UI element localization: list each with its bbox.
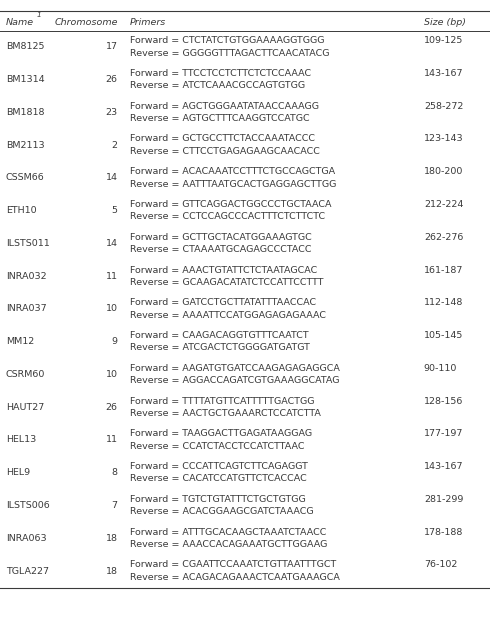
Text: Forward = ATTTGCACAAGCTAAATCTAACC: Forward = ATTTGCACAAGCTAAATCTAACC xyxy=(130,528,326,536)
Text: 212-224: 212-224 xyxy=(424,200,463,209)
Text: 17: 17 xyxy=(106,43,118,51)
Text: 76-102: 76-102 xyxy=(424,561,457,569)
Text: Forward = GATCCTGCTTATATTTAACCAC: Forward = GATCCTGCTTATATTTAACCAC xyxy=(130,298,316,307)
Text: Forward = CCCATTCAGTCTTCAGAGGT: Forward = CCCATTCAGTCTTCAGAGGT xyxy=(130,462,308,471)
Text: Forward = CGAATTCCAAATCTGTTAATTTGCT: Forward = CGAATTCCAAATCTGTTAATTTGCT xyxy=(130,561,336,569)
Text: MM12: MM12 xyxy=(6,337,34,346)
Text: INRA037: INRA037 xyxy=(6,305,47,313)
Text: 109-125: 109-125 xyxy=(424,36,463,45)
Text: Reverse = ACACGGAAGCGATCTAAACG: Reverse = ACACGGAAGCGATCTAAACG xyxy=(130,507,314,516)
Text: Reverse = CTTCCTGAGAGAAGCAACACC: Reverse = CTTCCTGAGAGAAGCAACACC xyxy=(130,147,319,156)
Text: 7: 7 xyxy=(112,501,118,510)
Text: Reverse = CACATCCATGTTCTCACCAC: Reverse = CACATCCATGTTCTCACCAC xyxy=(130,475,307,483)
Text: BM1818: BM1818 xyxy=(6,108,45,117)
Text: Size (bp): Size (bp) xyxy=(424,17,466,27)
Text: 5: 5 xyxy=(112,206,118,215)
Text: Forward = AAACTGTATTCTCTAATAGCAC: Forward = AAACTGTATTCTCTAATAGCAC xyxy=(130,266,317,274)
Text: CSSM66: CSSM66 xyxy=(6,174,45,182)
Text: Reverse = AATTTAATGCACTGAGGAGCTTGG: Reverse = AATTTAATGCACTGAGGAGCTTGG xyxy=(130,180,336,188)
Text: TGLA227: TGLA227 xyxy=(6,567,49,575)
Text: 178-188: 178-188 xyxy=(424,528,463,536)
Text: 258-272: 258-272 xyxy=(424,102,463,111)
Text: Forward = GCTGCCTTCTACCAAATACCC: Forward = GCTGCCTTCTACCAAATACCC xyxy=(130,135,315,143)
Text: 2: 2 xyxy=(112,141,118,150)
Text: 10: 10 xyxy=(106,305,118,313)
Text: Reverse = CCATCTACCTCCATCTTAAC: Reverse = CCATCTACCTCCATCTTAAC xyxy=(130,442,304,451)
Text: Reverse = GCAAGACATATCTCCATTCCTTT: Reverse = GCAAGACATATCTCCATTCCTTT xyxy=(130,278,323,287)
Text: Chromosome: Chromosome xyxy=(55,17,119,27)
Text: Reverse = ATCTCAAACGCCAGTGTGG: Reverse = ATCTCAAACGCCAGTGTGG xyxy=(130,82,305,90)
Text: Reverse = AAAATTCCATGGAGAGAGAAAC: Reverse = AAAATTCCATGGAGAGAGAAAC xyxy=(130,311,326,320)
Text: CSRM60: CSRM60 xyxy=(6,370,45,379)
Text: Forward = AGCTGGGAATATAACCAAAGG: Forward = AGCTGGGAATATAACCAAAGG xyxy=(130,102,319,111)
Text: Reverse = ATCGACTCTGGGGATGATGT: Reverse = ATCGACTCTGGGGATGATGT xyxy=(130,344,310,352)
Text: 1: 1 xyxy=(37,12,42,17)
Text: Forward = CAAGACAGGTGTTTCAATCT: Forward = CAAGACAGGTGTTTCAATCT xyxy=(130,331,309,340)
Text: Reverse = ACAGACAGAAACTCAATGAAAGCA: Reverse = ACAGACAGAAACTCAATGAAAGCA xyxy=(130,573,340,582)
Text: Name: Name xyxy=(6,17,34,27)
Text: 18: 18 xyxy=(106,567,118,575)
Text: ETH10: ETH10 xyxy=(6,206,36,215)
Text: BM2113: BM2113 xyxy=(6,141,45,150)
Text: 177-197: 177-197 xyxy=(424,430,463,438)
Text: Forward = TGTCTGTATTTCTGCTGTGG: Forward = TGTCTGTATTTCTGCTGTGG xyxy=(130,495,306,504)
Text: 161-187: 161-187 xyxy=(424,266,463,274)
Text: 14: 14 xyxy=(106,174,118,182)
Text: Reverse = AACTGCTGAAARCTCCATCTTA: Reverse = AACTGCTGAAARCTCCATCTTA xyxy=(130,409,321,418)
Text: 10: 10 xyxy=(106,370,118,379)
Text: 26: 26 xyxy=(106,403,118,412)
Text: HEL13: HEL13 xyxy=(6,436,36,444)
Text: HEL9: HEL9 xyxy=(6,468,30,477)
Text: HAUT27: HAUT27 xyxy=(6,403,44,412)
Text: 143-167: 143-167 xyxy=(424,69,464,78)
Text: 90-110: 90-110 xyxy=(424,364,457,373)
Text: INRA063: INRA063 xyxy=(6,534,47,543)
Text: BM8125: BM8125 xyxy=(6,43,45,51)
Text: 143-167: 143-167 xyxy=(424,462,464,471)
Text: Forward = TAAGGACTTGAGATAAGGAG: Forward = TAAGGACTTGAGATAAGGAG xyxy=(130,430,312,438)
Text: 14: 14 xyxy=(106,239,118,248)
Text: Forward = TTCCTCCTCTTCTCTCCAAAC: Forward = TTCCTCCTCTTCTCTCCAAAC xyxy=(130,69,311,78)
Text: Forward = GTTCAGGACTGGCCCTGCTAACA: Forward = GTTCAGGACTGGCCCTGCTAACA xyxy=(130,200,331,209)
Text: Reverse = CTAAAATGCAGAGCCCTACC: Reverse = CTAAAATGCAGAGCCCTACC xyxy=(130,245,311,254)
Text: Forward = TTTTATGTTCATTTTTGACTGG: Forward = TTTTATGTTCATTTTTGACTGG xyxy=(130,397,315,405)
Text: Reverse = AGTGCTTTCAAGGTCCATGC: Reverse = AGTGCTTTCAAGGTCCATGC xyxy=(130,114,310,123)
Text: 23: 23 xyxy=(105,108,118,117)
Text: 262-276: 262-276 xyxy=(424,233,463,242)
Text: ILSTS011: ILSTS011 xyxy=(6,239,49,248)
Text: 281-299: 281-299 xyxy=(424,495,463,504)
Text: Forward = ACACAAATCCTTTCTGCCAGCTGA: Forward = ACACAAATCCTTTCTGCCAGCTGA xyxy=(130,167,335,176)
Text: 123-143: 123-143 xyxy=(424,135,464,143)
Text: Forward = AAGATGTGATCCAAGAGAGAGGCA: Forward = AAGATGTGATCCAAGAGAGAGGCA xyxy=(130,364,340,373)
Text: 180-200: 180-200 xyxy=(424,167,463,176)
Text: 105-145: 105-145 xyxy=(424,331,463,340)
Text: Forward = CTCTATCTGTGGAAAAGGTGGG: Forward = CTCTATCTGTGGAAAAGGTGGG xyxy=(130,36,324,45)
Text: BM1314: BM1314 xyxy=(6,75,45,84)
Text: Primers: Primers xyxy=(130,17,166,27)
Text: 9: 9 xyxy=(112,337,118,346)
Text: 11: 11 xyxy=(106,436,118,444)
Text: Reverse = AAACCACAGAAATGCTTGGAAG: Reverse = AAACCACAGAAATGCTTGGAAG xyxy=(130,540,327,549)
Text: ILSTS006: ILSTS006 xyxy=(6,501,49,510)
Text: Reverse = AGGACCAGATCGTGAAAGGCATAG: Reverse = AGGACCAGATCGTGAAAGGCATAG xyxy=(130,376,340,385)
Text: Reverse = CCTCCAGCCCACTTTCTCTTCTC: Reverse = CCTCCAGCCCACTTTCTCTTCTC xyxy=(130,213,325,221)
Text: 112-148: 112-148 xyxy=(424,298,463,307)
Text: INRA032: INRA032 xyxy=(6,272,47,281)
Text: 26: 26 xyxy=(106,75,118,84)
Text: 128-156: 128-156 xyxy=(424,397,463,405)
Text: 11: 11 xyxy=(106,272,118,281)
Text: 8: 8 xyxy=(112,468,118,477)
Text: Reverse = GGGGGTTTAGACTTCAACATACG: Reverse = GGGGGTTTAGACTTCAACATACG xyxy=(130,49,329,57)
Text: Forward = GCTTGCTACATGGAAAGTGC: Forward = GCTTGCTACATGGAAAGTGC xyxy=(130,233,312,242)
Text: 18: 18 xyxy=(106,534,118,543)
